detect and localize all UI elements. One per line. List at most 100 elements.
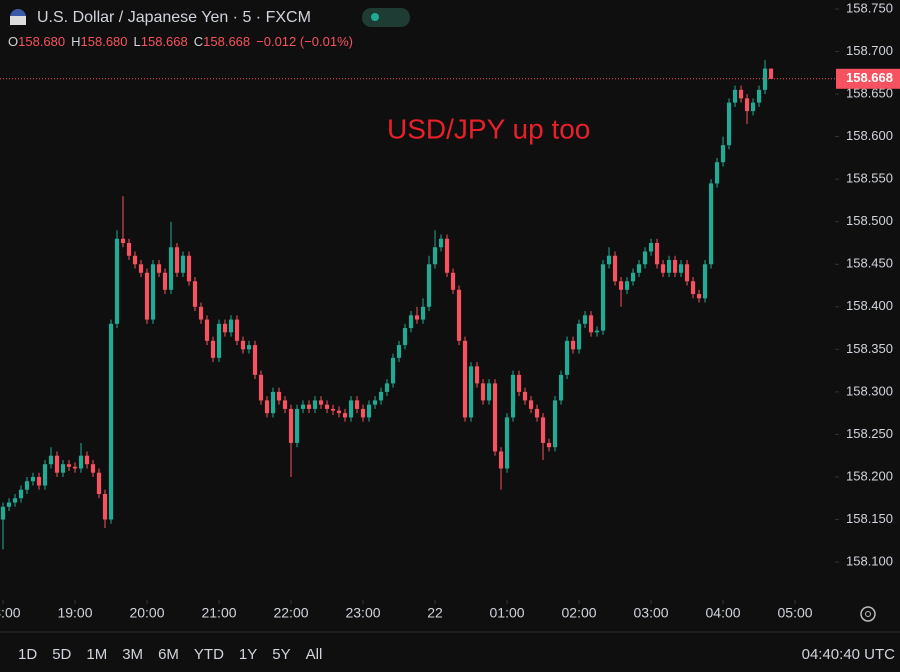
candle-body xyxy=(318,400,324,405)
candle-body xyxy=(96,472,102,494)
candle-body xyxy=(456,289,462,341)
candle-body xyxy=(252,345,258,375)
y-tick-label: 158.650 xyxy=(846,86,893,101)
candle-body xyxy=(360,408,366,418)
candle-body xyxy=(132,255,138,265)
candle-body xyxy=(618,281,624,290)
candle-body xyxy=(162,272,168,290)
market-status xyxy=(371,13,379,21)
candle-body xyxy=(726,102,732,146)
ohlc-value: 158.680 xyxy=(81,34,128,49)
candle-body xyxy=(102,493,108,520)
candle-body xyxy=(744,98,750,112)
settings-icon[interactable] xyxy=(860,606,876,622)
candle-body xyxy=(72,466,78,469)
range-button[interactable]: 6M xyxy=(158,646,179,663)
candle-body xyxy=(348,400,354,418)
candle-body xyxy=(708,183,714,265)
candle-body xyxy=(432,247,438,265)
candle-body xyxy=(270,391,276,414)
candle-body xyxy=(384,383,390,392)
candle-body xyxy=(468,366,474,418)
x-tick-label: 21:00 xyxy=(201,605,236,621)
range-button[interactable]: 5Y xyxy=(272,646,290,663)
status-pill[interactable] xyxy=(362,8,410,27)
candle-body xyxy=(660,264,666,273)
candle-body xyxy=(354,400,360,409)
candle-body xyxy=(630,272,636,282)
candle-body xyxy=(474,366,480,384)
candle-body xyxy=(678,264,684,273)
candle-body xyxy=(540,417,546,443)
candle-body xyxy=(234,319,240,341)
x-tick-label: 20:00 xyxy=(129,605,164,621)
candle-body xyxy=(402,328,408,346)
y-tick-label: 158.550 xyxy=(846,171,893,186)
y-tick-label: 158.300 xyxy=(846,383,893,398)
candle-body xyxy=(186,255,192,282)
candle-body xyxy=(552,400,558,448)
symbol-flag-lower xyxy=(10,16,26,25)
candle-body xyxy=(216,323,222,358)
range-button[interactable]: YTD xyxy=(194,646,224,663)
candle-body xyxy=(198,306,204,320)
candle-body xyxy=(120,238,126,243)
ohlc-key: C xyxy=(194,34,203,49)
settings-icon-center xyxy=(865,611,871,617)
candle-body xyxy=(576,323,582,350)
candle-body xyxy=(414,315,420,320)
candle-body xyxy=(528,400,534,409)
candle-body xyxy=(294,408,300,443)
range-button[interactable]: 3M xyxy=(122,646,143,663)
candle-body xyxy=(336,410,342,414)
candle-body xyxy=(174,247,180,273)
candle-body xyxy=(222,323,228,333)
candle-body xyxy=(168,247,174,290)
y-tick-label: 158.200 xyxy=(846,468,893,483)
y-tick-label: 158.400 xyxy=(846,298,893,313)
y-tick-label: 158.150 xyxy=(846,511,893,526)
candle-body xyxy=(288,408,294,443)
range-button[interactable]: 1D xyxy=(18,646,37,663)
candle-body xyxy=(228,319,234,333)
range-button[interactable]: All xyxy=(306,646,323,663)
candle-body xyxy=(240,340,246,350)
candle-body xyxy=(480,383,486,401)
candle-body xyxy=(258,374,264,401)
candle-body xyxy=(306,404,312,409)
candle-body xyxy=(636,264,642,273)
candle-body xyxy=(558,374,564,401)
candle-body xyxy=(282,400,288,409)
range-button[interactable]: 1M xyxy=(86,646,107,663)
candle-body xyxy=(642,251,648,265)
x-tick-label: 02:00 xyxy=(562,605,597,621)
x-tick-label: 05:00 xyxy=(778,605,813,621)
y-tick-label: 158.750 xyxy=(846,0,893,15)
candle-body xyxy=(330,408,336,411)
candle-body xyxy=(246,345,252,350)
candle-body xyxy=(672,260,678,273)
candle-body xyxy=(396,345,402,358)
candle-body xyxy=(486,383,492,401)
candle-body xyxy=(462,340,468,418)
candle-body xyxy=(372,400,378,405)
candle-body xyxy=(546,442,552,448)
candle-body xyxy=(84,455,90,465)
x-tick-label: 23:00 xyxy=(345,605,380,621)
range-button[interactable]: 5D xyxy=(52,646,71,663)
ohlc-key: H xyxy=(71,34,80,49)
candle-body xyxy=(54,455,60,473)
candle-body xyxy=(36,476,42,486)
candle-body xyxy=(210,340,216,358)
candle-body xyxy=(408,315,414,329)
candle-body xyxy=(600,264,606,331)
candle-body xyxy=(366,404,372,418)
range-button[interactable]: 1Y xyxy=(239,646,257,663)
y-tick-label: 158.450 xyxy=(846,256,893,271)
candle-body xyxy=(192,281,198,307)
candle-body xyxy=(756,89,762,103)
candle-body xyxy=(66,464,72,467)
candle-body xyxy=(24,481,30,490)
candle-body xyxy=(504,417,510,469)
